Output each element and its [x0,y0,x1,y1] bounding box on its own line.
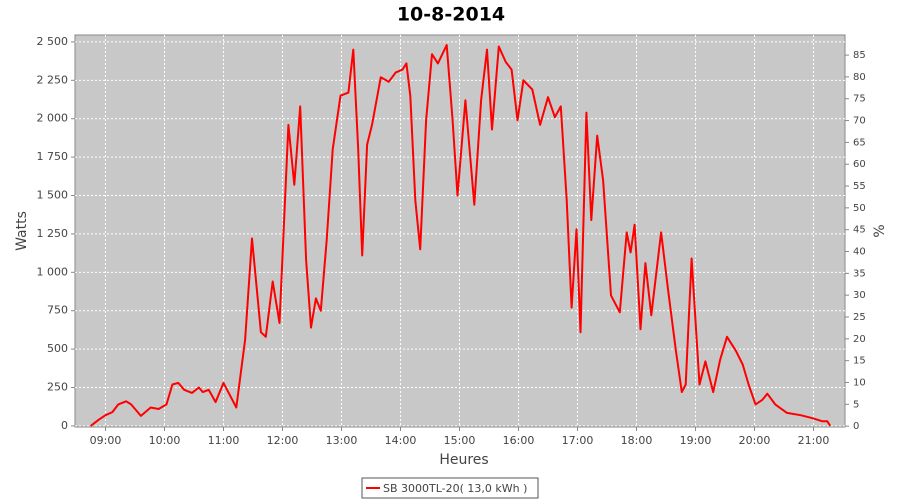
y-tick-label: 1 750 [37,150,69,163]
y2-tick-label: 85 [853,50,866,61]
y2-tick-label: 35 [853,268,866,279]
y-tick-label: 500 [47,342,68,355]
y2-tick-label: 5 [853,399,859,410]
y2-tick-label: 75 [853,94,866,105]
y-tick-label: 2 000 [37,112,69,125]
y2-tick-label: 65 [853,137,866,148]
y2-tick-label: 45 [853,225,866,236]
x-tick-label: 13:00 [326,434,358,447]
y-tick-label: 1 500 [37,189,69,202]
y-tick-label: 250 [47,381,68,394]
y2-tick-label: 30 [853,290,866,301]
y-tick-label: 750 [47,304,68,317]
legend-label: SB 3000TL-20( 13,0 kWh ) [383,482,527,495]
y-tick-label: 1 250 [37,227,69,240]
y-tick-label: 0 [61,419,68,432]
x-tick-label: 19:00 [680,434,712,447]
x-tick-label: 12:00 [267,434,299,447]
y2-tick-label: 50 [853,203,866,214]
x-tick-label: 21:00 [798,434,830,447]
y2-tick-label: 60 [853,159,866,170]
y2-tick-label: 55 [853,181,866,192]
series-line [90,44,832,427]
y2-tick-label: 10 [853,377,866,388]
x-tick-label: 09:00 [90,434,122,447]
y-tick-label: 2 500 [37,35,69,48]
y2-tick-label: 70 [853,116,866,127]
chart-title: 10-8-2014 [397,4,505,26]
y2-axis-label: % [872,224,888,237]
y2-tick-label: 20 [853,334,866,345]
x-tick-label: 10:00 [149,434,181,447]
x-axis-label: Heures [439,452,488,468]
x-tick-label: 18:00 [621,434,653,447]
y-tick-label: 2 250 [37,73,69,86]
legend [361,477,539,499]
x-tick-label: 17:00 [562,434,594,447]
y-tick-label: 1 000 [37,265,69,278]
y2-tick-label: 25 [853,312,866,323]
y2-tick-label: 15 [853,356,866,367]
legend-box [361,477,539,499]
x-tick-label: 14:00 [385,434,417,447]
x-tick-label: 15:00 [444,434,476,447]
x-tick-label: 16:00 [503,434,535,447]
y2-tick-label: 0 [853,421,859,432]
x-tick-label: 11:00 [208,434,240,447]
x-tick-label: 20:00 [739,434,771,447]
y-axis-label: Watts [14,211,30,251]
y2-tick-label: 40 [853,247,866,258]
y2-tick-label: 80 [853,72,866,83]
